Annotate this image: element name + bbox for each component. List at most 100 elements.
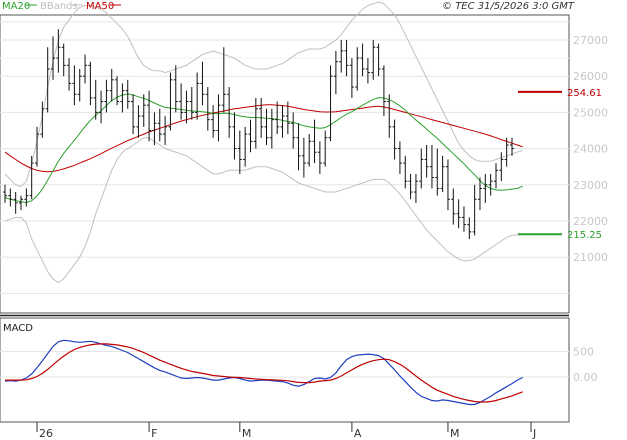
ohlc-bar <box>381 65 386 117</box>
ohlc-bar <box>72 65 77 106</box>
ohlc-bar <box>339 40 344 73</box>
y-tick-label: 27000 <box>573 34 608 47</box>
ohlc-bar <box>77 68 82 102</box>
price-panel <box>0 14 570 314</box>
macd-line <box>4 339 523 406</box>
ohlc-bar <box>440 155 445 193</box>
ohlc-bar <box>333 50 338 95</box>
legend-ma20: MA20 <box>2 1 30 12</box>
ohlc-bar <box>173 65 178 113</box>
ohlc-bar <box>195 72 200 120</box>
ohlc-bar <box>259 97 264 138</box>
ohlc-bar <box>200 61 205 106</box>
ohlc-bar <box>429 144 434 189</box>
x-tick-label: F <box>151 427 157 440</box>
bb-upper-line <box>4 1 523 188</box>
x-tick-label: J <box>532 427 536 440</box>
ohlc-bar <box>296 123 301 171</box>
ohlc-bar <box>488 173 493 196</box>
x-tick-label: M <box>450 427 460 440</box>
y-tick-label: 26000 <box>573 70 608 83</box>
legend-ma50: MA50 <box>86 1 114 12</box>
ohlc-bar <box>477 177 482 211</box>
ohlc-bar <box>136 105 141 138</box>
price-levels: 254.61 215.25 <box>518 88 602 241</box>
ohlc-bar <box>435 148 440 196</box>
ohlc-bar <box>301 137 306 178</box>
y-tick-label: 25000 <box>573 106 608 119</box>
ohlc-bar <box>8 188 13 207</box>
ohlc-bar <box>355 47 360 91</box>
ohlc-bar <box>504 137 509 167</box>
ohlc-bar <box>29 155 34 200</box>
ohlc-bar <box>163 116 168 145</box>
ohlc-bar <box>312 119 317 164</box>
ohlc-bar <box>45 47 50 113</box>
ohlc-bar <box>413 173 418 203</box>
ohlc-bar <box>456 199 461 229</box>
ohlc-bar <box>397 141 402 174</box>
macd-title: MACD <box>3 323 33 334</box>
ohlc-bar <box>147 90 152 142</box>
ohlc-bar <box>19 195 24 211</box>
grid <box>0 21 569 378</box>
ohlc-bar <box>120 83 125 113</box>
macd-y-tick-label: 500 <box>573 346 594 359</box>
macd-panel <box>0 317 570 423</box>
ohlc-bar <box>248 119 253 153</box>
ohlc-bar <box>115 76 120 106</box>
ohlc-bar <box>408 173 413 200</box>
ohlc-bar <box>264 108 269 145</box>
ohlc-bar <box>67 58 72 91</box>
level-label: 254.61 <box>567 88 602 99</box>
ohlc-bar <box>307 134 312 167</box>
ohlc-bar <box>280 105 285 138</box>
ohlc-bar <box>317 141 322 174</box>
ohlc-bar <box>216 94 221 142</box>
ohlc-bar <box>365 58 370 84</box>
ohlc-bar <box>131 94 136 135</box>
ohlc-bar <box>104 79 109 113</box>
ohlc-bar <box>221 47 226 113</box>
signal-line <box>5 343 523 403</box>
ohlc-bars <box>3 29 514 240</box>
ohlc-bar <box>387 94 392 138</box>
ohlc-bar <box>40 101 45 138</box>
ohlc-bar <box>483 173 488 203</box>
ohlc-bar <box>227 87 232 138</box>
ohlc-bar <box>211 105 216 138</box>
y-tick-label: 22000 <box>573 215 608 228</box>
ma20-line <box>4 93 523 204</box>
ohlc-bar <box>3 184 7 203</box>
y-axis-labels: 27000 26000 25000 24000 23000 22000 21000 500 0.… <box>573 34 608 384</box>
ohlc-bar <box>35 126 40 167</box>
ohlc-bar <box>419 148 424 189</box>
ohlc-bar <box>253 97 258 149</box>
ohlc-bar <box>392 119 397 160</box>
ma50-line <box>4 104 523 173</box>
ma20-series <box>4 93 523 204</box>
ohlc-bar <box>184 90 189 124</box>
ohlc-bar <box>424 144 429 178</box>
ohlc-bar <box>61 43 66 77</box>
ohlc-bar <box>451 188 456 225</box>
x-tick-label: 26 <box>39 427 53 440</box>
y-tick-label: 23000 <box>573 179 608 192</box>
ohlc-bar <box>349 58 354 98</box>
ohlc-bar <box>371 40 376 80</box>
bollinger-bands <box>4 1 523 284</box>
ohlc-bar <box>189 87 194 120</box>
ohlc-bar <box>179 83 184 120</box>
ohlc-bar <box>152 112 157 145</box>
macd-y-tick-label: 0.00 <box>573 371 598 384</box>
ohlc-bar <box>275 101 280 135</box>
ohlc-bar <box>24 188 29 207</box>
ma50-series <box>4 104 523 173</box>
ohlc-bar <box>13 192 18 214</box>
ohlc-bar <box>157 108 162 142</box>
x-tick-label: A <box>354 427 362 440</box>
ohlc-bar <box>243 126 248 167</box>
ohlc-bar <box>323 130 328 167</box>
macd-lines <box>4 339 523 406</box>
